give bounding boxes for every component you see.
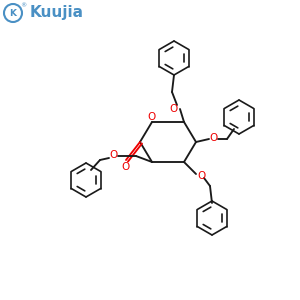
Text: O: O: [170, 104, 178, 114]
Text: O: O: [148, 112, 156, 122]
Text: O: O: [109, 150, 117, 160]
Text: O: O: [121, 163, 129, 172]
Text: O: O: [197, 171, 205, 181]
Text: O: O: [210, 133, 218, 143]
Text: ®: ®: [20, 4, 26, 8]
Text: K: K: [10, 8, 16, 17]
Text: Kuujia: Kuujia: [30, 5, 84, 20]
